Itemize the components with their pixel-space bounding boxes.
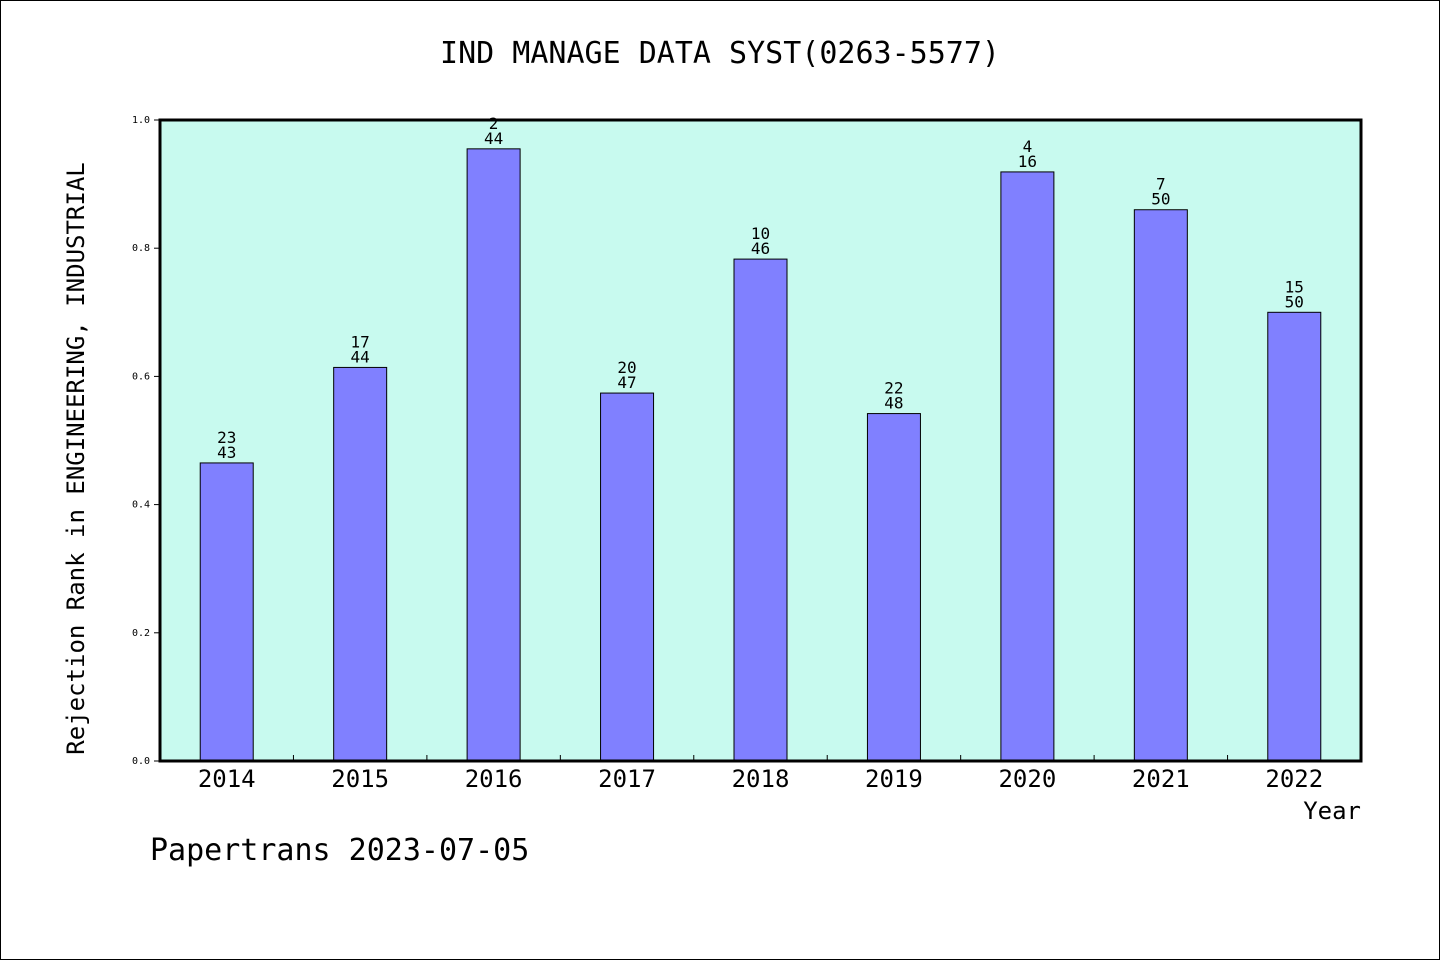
bar-rank-label: 4 bbox=[1023, 137, 1033, 156]
chart-title: IND MANAGE DATA SYST(0263-5577) bbox=[440, 36, 1000, 71]
bar-2016 bbox=[466, 148, 521, 762]
bar-2014 bbox=[199, 462, 254, 762]
bar-2020 bbox=[1000, 171, 1055, 762]
bar-rank-label: 22 bbox=[884, 379, 903, 398]
bar-total-label: 47 bbox=[617, 373, 636, 392]
x-axis-title: Year bbox=[1303, 797, 1361, 825]
x-tick-label: 2020 bbox=[998, 765, 1056, 793]
bar-rank-label: 7 bbox=[1156, 175, 1166, 194]
y-tick-label: 1.0 bbox=[132, 115, 150, 126]
bar-rank-label: 20 bbox=[617, 358, 636, 377]
bar-2021 bbox=[1133, 209, 1188, 762]
bar-rank-label: 15 bbox=[1285, 277, 1304, 296]
x-tick-label: 2018 bbox=[732, 765, 790, 793]
bar-total-label: 44 bbox=[351, 347, 370, 366]
x-tick-label: 2019 bbox=[865, 765, 923, 793]
y-axis-title: Rejection Rank in ENGINEERING, INDUSTRIA… bbox=[62, 162, 90, 754]
bar-rank-label: 17 bbox=[351, 332, 370, 351]
x-tick-label: 2021 bbox=[1132, 765, 1190, 793]
bar-2017 bbox=[600, 392, 655, 762]
bar-total-label: 44 bbox=[484, 129, 503, 148]
bar-total-label: 50 bbox=[1151, 190, 1170, 209]
x-tick-label: 2017 bbox=[598, 765, 656, 793]
bar-rank-label: 10 bbox=[751, 224, 770, 243]
bar-rank-label: 23 bbox=[217, 428, 236, 447]
y-tick-label: 0.0 bbox=[132, 756, 150, 767]
bar-2019 bbox=[866, 413, 921, 762]
y-tick-label: 0.8 bbox=[132, 243, 150, 254]
bar-total-label: 46 bbox=[751, 239, 770, 258]
bar-2022 bbox=[1267, 311, 1322, 762]
bar-total-label: 50 bbox=[1285, 292, 1304, 311]
y-tick-label: 0.2 bbox=[132, 628, 150, 639]
x-tick-label: 2022 bbox=[1265, 765, 1323, 793]
bar-total-label: 43 bbox=[217, 443, 236, 462]
bar-2018 bbox=[733, 258, 788, 762]
plot-border bbox=[158, 118, 1363, 763]
footer-note: Papertrans 2023-07-05 bbox=[150, 833, 530, 868]
bar-rank-label: 2 bbox=[489, 114, 499, 133]
bar-2015 bbox=[333, 366, 388, 762]
x-tick-label: 2016 bbox=[465, 765, 523, 793]
y-tick-label: 0.6 bbox=[132, 371, 150, 382]
x-tick-label: 2014 bbox=[198, 765, 256, 793]
x-tick-label: 2015 bbox=[331, 765, 389, 793]
bar-total-label: 48 bbox=[884, 394, 903, 413]
y-tick-label: 0.4 bbox=[132, 500, 150, 511]
bar-total-label: 16 bbox=[1018, 152, 1037, 171]
